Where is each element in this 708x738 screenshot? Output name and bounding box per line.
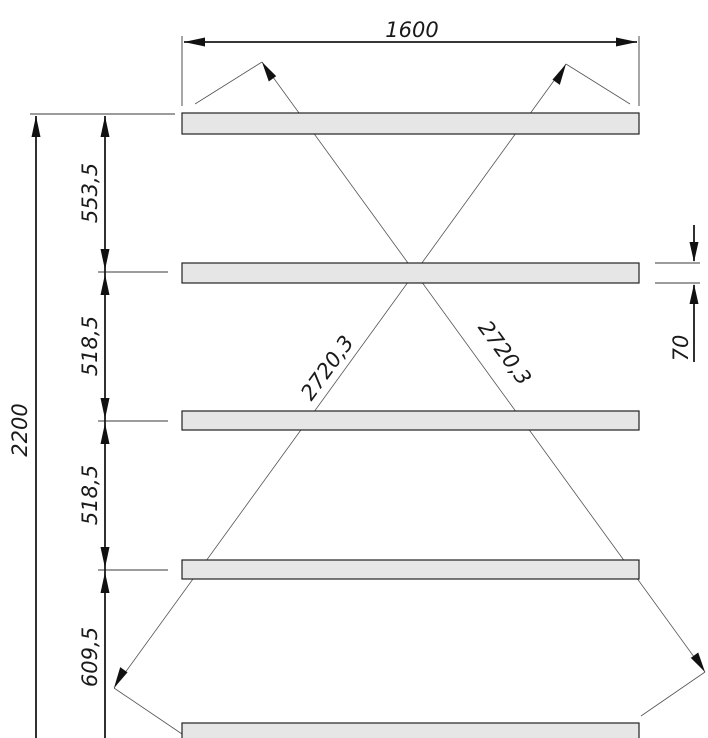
diagonal-extension-top-left <box>194 61 263 105</box>
height-dimension: 2200 <box>8 113 175 738</box>
diagonal-2-label: 2720,3 <box>473 316 536 390</box>
diagonal-1-arrow-top <box>262 62 277 82</box>
plank-3 <box>181 410 640 431</box>
thickness-label: 70 <box>669 335 693 362</box>
spacing-1-label: 553,5 <box>78 163 102 223</box>
width-arrow-left <box>184 37 205 47</box>
spacing-1-arrow-bottom <box>100 249 110 270</box>
width-dimension-label: 1600 <box>385 18 438 42</box>
spacing-dimensions: 553,5 518,5 518,5 609,5 <box>78 116 168 738</box>
plank-2 <box>181 262 640 284</box>
width-arrow-right <box>616 37 637 47</box>
spacing-1-arrow-top <box>100 116 110 137</box>
diagonal-extension-bottom-left <box>113 687 183 735</box>
diagonal-extension-top-right <box>565 63 631 105</box>
diagonal-2-arrow-bottom <box>114 667 128 688</box>
thickness-dimension: 70 <box>655 225 700 362</box>
diagonal-1-arrow-bottom <box>690 652 705 672</box>
diagonal-extension-bottom-right <box>640 671 706 717</box>
spacing-4-label: 609,5 <box>78 627 102 687</box>
diagonal-line-2 <box>113 63 567 689</box>
height-arrow-top <box>31 116 41 137</box>
thickness-arrow-bottom <box>689 284 699 304</box>
plank-1 <box>181 112 640 135</box>
diagonal-braces <box>113 61 706 735</box>
planks <box>181 112 640 738</box>
spacing-3-label: 518,5 <box>78 465 102 525</box>
spacing-2-label: 518,5 <box>78 316 102 376</box>
spacing-2-arrow-bottom <box>100 398 110 419</box>
spacing-3-arrow-bottom <box>100 547 110 568</box>
spacing-4-arrow-top <box>100 572 110 593</box>
diagonal-dimensions: 2720,3 2720,3 <box>114 62 705 688</box>
plank-5 <box>181 722 640 738</box>
diagonal-2-arrow-top <box>552 64 566 85</box>
width-dimension: 1600 <box>181 18 640 106</box>
thickness-arrow-top <box>689 242 699 262</box>
spacing-3-arrow-top <box>100 423 110 444</box>
plank-4 <box>181 559 640 580</box>
spacing-2-arrow-top <box>100 274 110 295</box>
height-dimension-label: 2200 <box>8 403 32 456</box>
